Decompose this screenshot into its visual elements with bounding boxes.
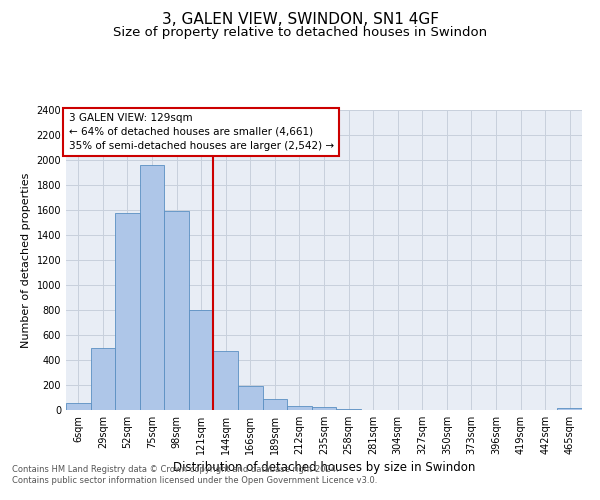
Bar	[214, 350, 238, 410]
Bar	[263, 399, 287, 410]
X-axis label: Distribution of detached houses by size in Swindon: Distribution of detached houses by size …	[173, 461, 475, 474]
Y-axis label: Number of detached properties: Number of detached properties	[21, 172, 31, 348]
Bar	[557, 408, 582, 410]
Text: 3, GALEN VIEW, SWINDON, SN1 4GF: 3, GALEN VIEW, SWINDON, SN1 4GF	[161, 12, 439, 28]
Bar	[91, 348, 115, 410]
Bar	[312, 407, 336, 410]
Text: Contains HM Land Registry data © Crown copyright and database right 2024.: Contains HM Land Registry data © Crown c…	[12, 465, 338, 474]
Text: 3 GALEN VIEW: 129sqm
← 64% of detached houses are smaller (4,661)
35% of semi-de: 3 GALEN VIEW: 129sqm ← 64% of detached h…	[68, 113, 334, 151]
Bar	[66, 403, 91, 410]
Bar	[189, 310, 214, 410]
Bar	[238, 386, 263, 410]
Text: Contains public sector information licensed under the Open Government Licence v3: Contains public sector information licen…	[12, 476, 377, 485]
Bar	[115, 212, 140, 410]
Text: Size of property relative to detached houses in Swindon: Size of property relative to detached ho…	[113, 26, 487, 39]
Bar	[140, 165, 164, 410]
Bar	[287, 406, 312, 410]
Bar	[164, 211, 189, 410]
